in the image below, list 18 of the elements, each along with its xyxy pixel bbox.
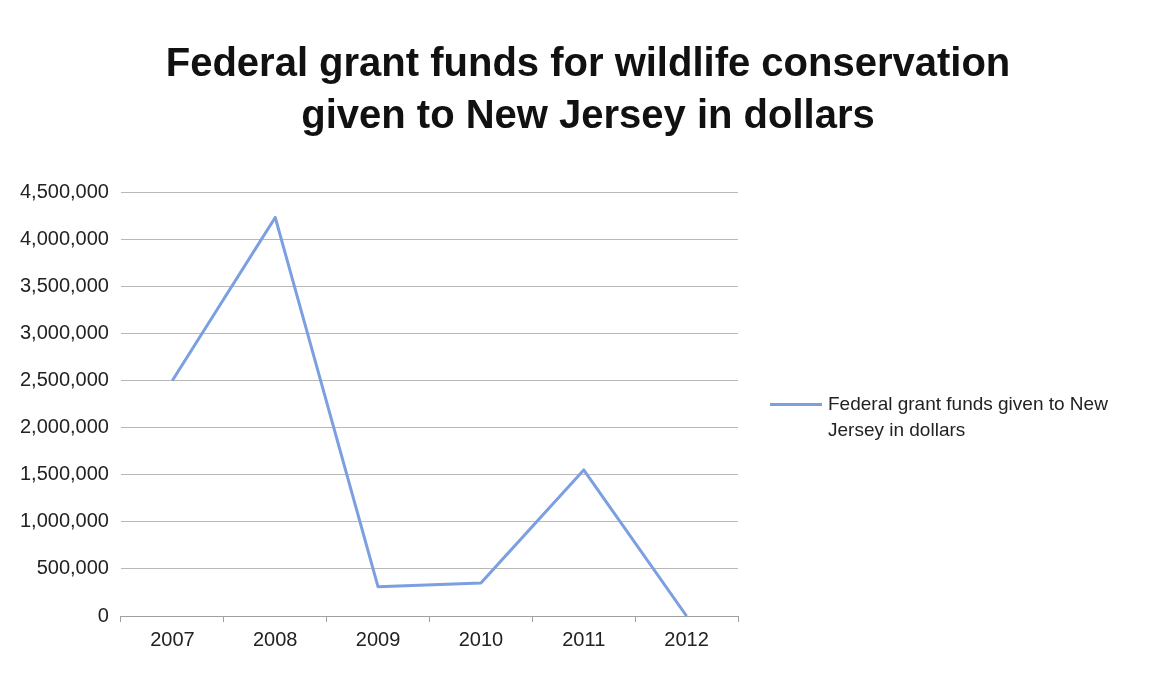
y-tick-label: 2,000,000 [19,415,109,438]
y-tick-label: 2,500,000 [19,367,109,390]
x-tick-label: 2011 [562,627,606,650]
y-tick-label: 500,000 [36,556,109,579]
legend-label: Federal grant funds given to New Jersey in dollars [828,392,1109,442]
y-tick-label: 1,000,000 [19,509,109,532]
x-tick-label: 2007 [150,627,195,650]
x-tick-label: 2008 [252,627,298,650]
y-tick-label: 3,000,000 [19,320,109,343]
y-tick-label: 4,000,000 [19,226,109,249]
y-tick-label: 0 [97,603,109,626]
y-tick-label: 4,500,000 [19,179,109,202]
y-tick-label: 3,500,000 [19,273,109,296]
x-tick-label: 2010 [458,627,504,650]
chart-title: Federal grant funds for wildlife conservation given to New Jersey in dollars [164,39,1012,138]
y-tick-label: 1,500,000 [19,462,109,485]
x-tick-label: 2012 [664,627,709,650]
x-tick-label: 2009 [355,627,401,650]
